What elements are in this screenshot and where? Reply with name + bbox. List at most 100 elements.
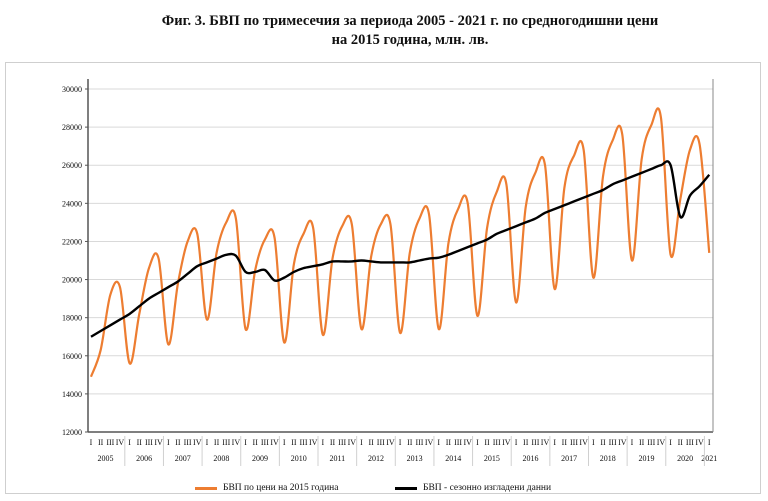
x-tick-quarter: I <box>592 438 595 447</box>
y-tick-label: 26000 <box>62 161 82 170</box>
x-tick-year: 2007 <box>175 454 191 463</box>
x-tick-quarter: IV <box>502 438 511 447</box>
x-tick-quarter: II <box>137 438 143 447</box>
x-tick-quarter: I <box>128 438 131 447</box>
x-tick-year: 2021 <box>701 454 717 463</box>
x-tick-quarter: III <box>493 438 501 447</box>
x-tick-quarter: IV <box>270 438 279 447</box>
x-tick-quarter: III <box>531 438 539 447</box>
x-tick-quarter: III <box>415 438 423 447</box>
x-tick-quarter: I <box>553 438 556 447</box>
x-tick-quarter: II <box>446 438 452 447</box>
x-tick-year: 2015 <box>484 454 500 463</box>
y-tick-label: 18000 <box>62 314 82 323</box>
x-tick-quarter: II <box>484 438 490 447</box>
x-tick-quarter: I <box>669 438 672 447</box>
x-tick-quarter: II <box>523 438 529 447</box>
series-line-seasonally-adjusted <box>90 160 711 338</box>
y-tick-label: 12000 <box>62 428 82 437</box>
x-tick-quarter: I <box>631 438 634 447</box>
x-tick-quarter: I <box>360 438 363 447</box>
x-tick-quarter: I <box>322 438 325 447</box>
x-tick-quarter: III <box>647 438 655 447</box>
x-tick-quarter: I <box>167 438 170 447</box>
x-tick-year: 2006 <box>136 454 152 463</box>
x-tick-quarter: II <box>98 438 104 447</box>
x-tick-year: 2011 <box>329 454 345 463</box>
chart-title-line1: Фиг. 3. БВП по тримесечия за периода 200… <box>161 13 659 29</box>
x-tick-quarter: II <box>330 438 336 447</box>
x-tick-quarter: I <box>283 438 286 447</box>
x-tick-year: 2019 <box>638 454 654 463</box>
x-tick-quarter: IV <box>618 438 627 447</box>
x-tick-quarter: I <box>206 438 209 447</box>
x-tick-quarter: I <box>437 438 440 447</box>
x-tick-quarter: II <box>639 438 645 447</box>
x-tick-quarter: IV <box>464 438 473 447</box>
x-tick-quarter: I <box>244 438 247 447</box>
series-line-gdp <box>89 107 711 378</box>
y-tick-label: 30000 <box>62 85 82 94</box>
x-tick-quarter: III <box>454 438 462 447</box>
y-tick-label: 20000 <box>62 276 82 285</box>
legend-item-sa: БВП - сезонно изгладени данни <box>395 483 551 493</box>
x-tick-quarter: III <box>145 438 153 447</box>
x-tick-quarter: I <box>515 438 518 447</box>
x-tick-quarter: III <box>222 438 230 447</box>
x-tick-year: 2016 <box>523 454 539 463</box>
legend-swatch-gdp <box>195 486 217 490</box>
legend-item-gdp: БВП по цени на 2015 година <box>195 483 338 493</box>
x-tick-quarter: II <box>253 438 259 447</box>
x-tick-year: 2010 <box>291 454 307 463</box>
x-tick-quarter: IV <box>695 438 704 447</box>
x-tick-quarter: IV <box>657 438 666 447</box>
x-tick-year: 2013 <box>407 454 423 463</box>
x-tick-year: 2012 <box>368 454 384 463</box>
x-tick-quarter: I <box>90 438 93 447</box>
x-tick-quarter: II <box>407 438 413 447</box>
x-tick-quarter: IV <box>154 438 163 447</box>
x-tick-quarter: III <box>686 438 694 447</box>
x-tick-quarter: IV <box>425 438 434 447</box>
x-tick-year: 2018 <box>600 454 616 463</box>
x-tick-quarter: III <box>106 438 114 447</box>
x-tick-quarter: III <box>377 438 385 447</box>
y-tick-label: 22000 <box>62 237 82 246</box>
x-tick-year: 2017 <box>561 454 577 463</box>
x-tick-quarter: II <box>175 438 181 447</box>
x-tick-quarter: IV <box>193 438 202 447</box>
x-tick-quarter: IV <box>309 438 318 447</box>
chart-title-line2: на 2015 година, млн. лв. <box>331 32 489 48</box>
x-tick-quarter: IV <box>579 438 588 447</box>
legend-label-sa: БВП - сезонно изгладени данни <box>423 483 552 493</box>
chart-title: Фиг. 3. БВП по тримесечия за периода 200… <box>110 12 710 50</box>
x-tick-quarter: IV <box>232 438 241 447</box>
x-tick-quarter: III <box>184 438 192 447</box>
x-tick-quarter: III <box>609 438 617 447</box>
x-tick-year: 2005 <box>97 454 113 463</box>
x-tick-year: 2014 <box>445 454 461 463</box>
x-tick-quarter: II <box>562 438 568 447</box>
x-tick-quarter: I <box>476 438 479 447</box>
x-tick-quarter: IV <box>116 438 125 447</box>
x-tick-quarter: I <box>399 438 402 447</box>
legend-label-gdp: БВП по цени на 2015 година <box>223 483 339 493</box>
y-tick-label: 24000 <box>62 199 82 208</box>
x-tick-quarter: II <box>291 438 297 447</box>
x-tick-quarter: II <box>678 438 684 447</box>
x-tick-quarter: II <box>600 438 606 447</box>
x-tick-quarter: III <box>261 438 269 447</box>
x-tick-year: 2009 <box>252 454 268 463</box>
x-tick-quarter: II <box>368 438 374 447</box>
chart-frame <box>5 62 761 494</box>
x-tick-quarter: IV <box>386 438 395 447</box>
y-tick-label: 14000 <box>62 390 82 399</box>
x-tick-quarter: IV <box>541 438 550 447</box>
x-tick-quarter: III <box>338 438 346 447</box>
x-tick-year: 2020 <box>677 454 693 463</box>
legend-swatch-sa <box>395 486 417 490</box>
x-tick-quarter: III <box>570 438 578 447</box>
x-tick-quarter: IV <box>348 438 357 447</box>
x-tick-quarter: III <box>300 438 308 447</box>
